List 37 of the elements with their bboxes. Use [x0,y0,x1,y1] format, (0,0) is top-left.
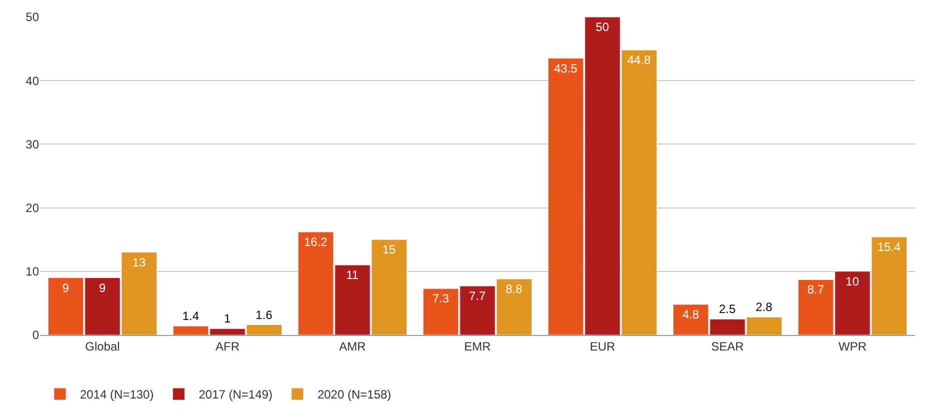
data-label: 2.5 [718,302,736,316]
legend-label: 2017 (N=149) [198,388,272,402]
y-tick-label: 30 [26,137,40,152]
data-label: 8.8 [506,282,523,296]
data-label: 1 [224,312,231,326]
legend-label: 2014 (N=130) [80,388,154,402]
data-label: 9 [99,280,106,295]
data-label: 9 [62,280,70,295]
y-tick-label: 50 [26,10,40,24]
data-label: 13 [132,255,146,270]
data-label: 7.3 [432,292,450,306]
x-tick-label: AFR [216,339,240,354]
legend-label: 2020 (N=158) [317,388,392,402]
x-tick-label: SEAR [711,339,744,354]
x-tick-label: AMR [339,339,366,354]
data-label: 1.4 [182,309,200,324]
y-tick-label: 0 [32,328,40,342]
x-tick-label: EMR [464,339,492,354]
y-tick-label: 10 [26,264,40,279]
y-tick-label: 40 [26,74,40,88]
y-tick-label: 20 [26,201,40,215]
data-label: 15.4 [877,240,902,254]
x-tick-label: Global [85,339,120,354]
data-label: 4.8 [682,307,700,322]
data-label: 1.6 [256,308,273,322]
x-tick-label: WPR [838,339,867,354]
data-label: 44.8 [627,53,652,68]
x-tick-label: EUR [590,339,616,354]
data-label: 11 [346,268,359,282]
data-label: 15 [382,242,396,257]
data-label: 16.2 [304,234,328,249]
data-label: 50 [596,20,610,34]
data-label: 43.5 [554,61,578,76]
data-label: 7.7 [468,289,486,304]
data-label: 2.8 [756,300,773,314]
data-label: 8.7 [807,282,824,297]
data-label: 10 [846,274,860,288]
